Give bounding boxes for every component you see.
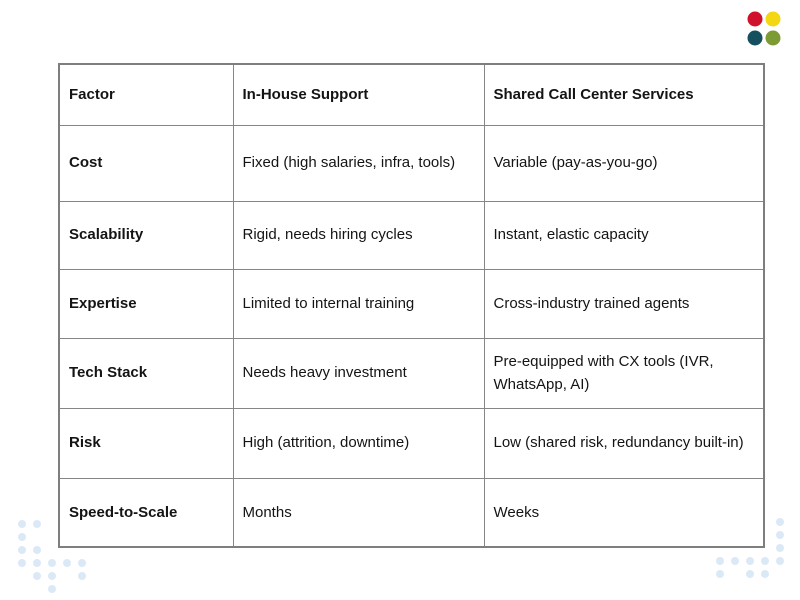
cell-factor: Cost	[58, 124, 234, 202]
cell-inhouse: Months	[232, 477, 485, 548]
cell-inhouse: Needs heavy investment	[232, 337, 485, 409]
cell-factor: Tech Stack	[58, 337, 234, 409]
cell-factor: Speed-to-Scale	[58, 477, 234, 548]
logo-dot-teal	[747, 30, 763, 46]
header-inhouse: In-House Support	[232, 63, 485, 126]
logo-dot-green	[765, 30, 781, 46]
cell-shared: Cross-industry trained agents	[483, 268, 765, 339]
header-shared: Shared Call Center Services	[483, 63, 765, 126]
logo-dot-yellow	[765, 11, 781, 27]
cell-shared: Pre-equipped with CX tools (IVR, WhatsAp…	[483, 337, 765, 409]
dot-pattern-bottom-left-icon	[18, 520, 86, 593]
cell-inhouse: Limited to internal training	[232, 268, 485, 339]
table-header-row: Factor In-House Support Shared Call Cent…	[58, 63, 765, 126]
cell-inhouse: Rigid, needs hiring cycles	[232, 200, 485, 270]
cell-factor: Scalability	[58, 200, 234, 270]
cell-factor: Risk	[58, 407, 234, 479]
table-row-tech-stack: Tech Stack Needs heavy investment Pre-eq…	[58, 337, 765, 409]
cell-shared: Weeks	[483, 477, 765, 548]
table-row-cost: Cost Fixed (high salaries, infra, tools)…	[58, 124, 765, 202]
cell-shared: Variable (pay-as-you-go)	[483, 124, 765, 202]
table-row-risk: Risk High (attrition, downtime) Low (sha…	[58, 407, 765, 479]
dot-pattern-bottom-right-icon	[716, 518, 784, 578]
table-row-scalability: Scalability Rigid, needs hiring cycles I…	[58, 200, 765, 270]
brand-logo-icon	[747, 11, 781, 46]
cell-inhouse: Fixed (high salaries, infra, tools)	[232, 124, 485, 202]
logo-dot-red	[747, 11, 763, 27]
table-row-speed-to-scale: Speed-to-Scale Months Weeks	[58, 477, 765, 548]
table-row-expertise: Expertise Limited to internal training C…	[58, 268, 765, 339]
header-factor: Factor	[58, 63, 234, 126]
cell-inhouse: High (attrition, downtime)	[232, 407, 485, 479]
cell-shared: Instant, elastic capacity	[483, 200, 765, 270]
comparison-table: Factor In-House Support Shared Call Cent…	[58, 63, 765, 548]
cell-shared: Low (shared risk, redundancy built-in)	[483, 407, 765, 479]
cell-factor: Expertise	[58, 268, 234, 339]
